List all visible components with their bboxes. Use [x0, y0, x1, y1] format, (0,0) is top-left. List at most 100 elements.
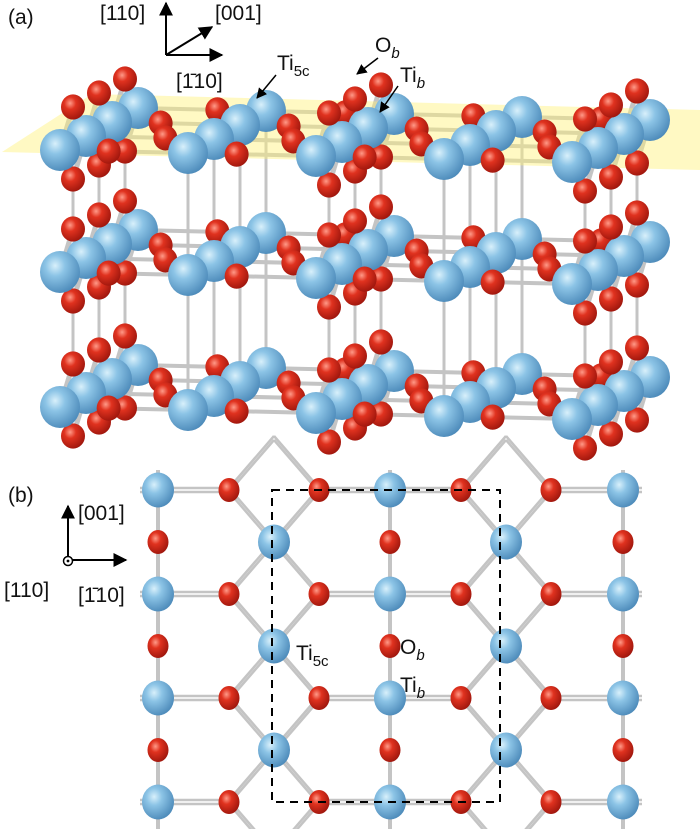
surface-unit-cell	[271, 489, 501, 803]
o-atom	[625, 78, 649, 104]
o-atom	[317, 172, 341, 198]
o-atom	[573, 178, 597, 204]
panel-b-annotations: Ti5c Ob Tib	[296, 636, 425, 702]
ti-atom	[374, 576, 406, 612]
ti5c-label-b: Ti5c	[296, 642, 329, 670]
o-atom	[540, 582, 562, 606]
o-atom	[113, 188, 137, 214]
o-atom	[480, 404, 505, 430]
o-atom	[540, 686, 562, 710]
o-atom	[218, 582, 240, 606]
ti-atom	[490, 628, 522, 664]
o-atom	[308, 686, 330, 710]
o-atom	[599, 214, 623, 240]
panel-b-top-view	[140, 435, 642, 829]
ti-atom	[424, 138, 464, 180]
o-atom	[61, 351, 85, 377]
o-atom	[450, 582, 472, 606]
o-atom	[540, 478, 562, 502]
ti-atom	[424, 395, 464, 437]
out-of-plane-axis-dot	[66, 559, 70, 563]
o-atom	[96, 395, 121, 421]
o-atom	[87, 337, 111, 363]
ti-atom	[490, 524, 522, 560]
o-atom	[573, 363, 597, 389]
panel-b-label: (b)	[8, 484, 34, 507]
tib-label-b: Tib	[400, 674, 425, 702]
ti-atom	[258, 732, 290, 768]
o-atom	[573, 106, 597, 132]
ti-atom	[142, 680, 174, 716]
o-atom	[61, 94, 85, 120]
o-atom	[480, 147, 505, 173]
o-atom	[612, 634, 634, 658]
o-atom	[147, 634, 169, 658]
o-atom	[625, 407, 649, 433]
axis-label-001-b: [001]	[78, 502, 125, 525]
ti5c-pointer-arrow	[256, 74, 277, 99]
o-atom	[87, 80, 111, 106]
o-atom	[218, 790, 240, 814]
panel-a-atoms	[40, 66, 670, 461]
o-atom	[369, 194, 393, 220]
ti-atom	[40, 129, 80, 171]
ob-label-b: Ob	[400, 636, 425, 664]
o-atom	[352, 144, 377, 170]
ob-pointer-arrow	[356, 57, 379, 75]
o-atom	[224, 263, 249, 289]
o-atom	[480, 269, 505, 295]
o-atom	[61, 423, 85, 449]
axis-label-m110: [1̄10]	[176, 70, 223, 93]
ob-label-a: Ob	[375, 34, 400, 62]
o-atom	[573, 435, 597, 461]
o-atom	[379, 530, 401, 554]
o-atom	[343, 86, 367, 112]
axis-label-001: [001]	[215, 2, 262, 25]
o-atom	[599, 421, 623, 447]
o-atom	[625, 335, 649, 361]
ti-atom	[296, 135, 336, 177]
o-atom	[599, 164, 623, 190]
o-atom	[450, 686, 472, 710]
axis-label-110: [110]	[100, 2, 145, 25]
o-atom	[379, 634, 401, 658]
ti-atom	[40, 251, 80, 293]
axis-label-110-b: [110]	[4, 579, 49, 602]
o-atom	[147, 530, 169, 554]
o-atom	[113, 323, 137, 349]
o-atom	[224, 398, 249, 424]
o-atom	[96, 138, 121, 164]
o-atom	[218, 478, 240, 502]
panel-a-label: (a)	[8, 6, 34, 29]
o-atom	[317, 357, 341, 383]
o-atom	[343, 208, 367, 234]
bond	[295, 803, 320, 829]
ti-atom	[40, 386, 80, 428]
tib-label-a: Tib	[400, 64, 425, 92]
ti-atom	[296, 257, 336, 299]
ti-atom	[142, 472, 174, 508]
o-atom	[224, 141, 249, 167]
o-atom	[87, 202, 111, 228]
o-atom	[599, 349, 623, 375]
o-atom	[625, 150, 649, 176]
o-atom	[147, 738, 169, 762]
ti-atom	[607, 576, 639, 612]
o-atom	[612, 530, 634, 554]
o-atom	[61, 288, 85, 314]
ti-atom	[607, 680, 639, 716]
panel-a-annotations: Ti5c Ob Tib	[256, 34, 425, 113]
ti-atom	[607, 784, 639, 820]
bond	[228, 435, 275, 489]
o-atom	[113, 66, 137, 92]
ti-atom	[142, 784, 174, 820]
bond	[228, 803, 253, 829]
panel-a-axes: [110] [001] [1̄10]	[100, 1, 262, 93]
o-atom	[540, 790, 562, 814]
o-atom	[61, 216, 85, 242]
bond	[460, 435, 507, 489]
ti-atom	[296, 392, 336, 434]
panel-b-axes: [001] [110] [1̄10]	[4, 502, 128, 607]
o-atom	[612, 738, 634, 762]
